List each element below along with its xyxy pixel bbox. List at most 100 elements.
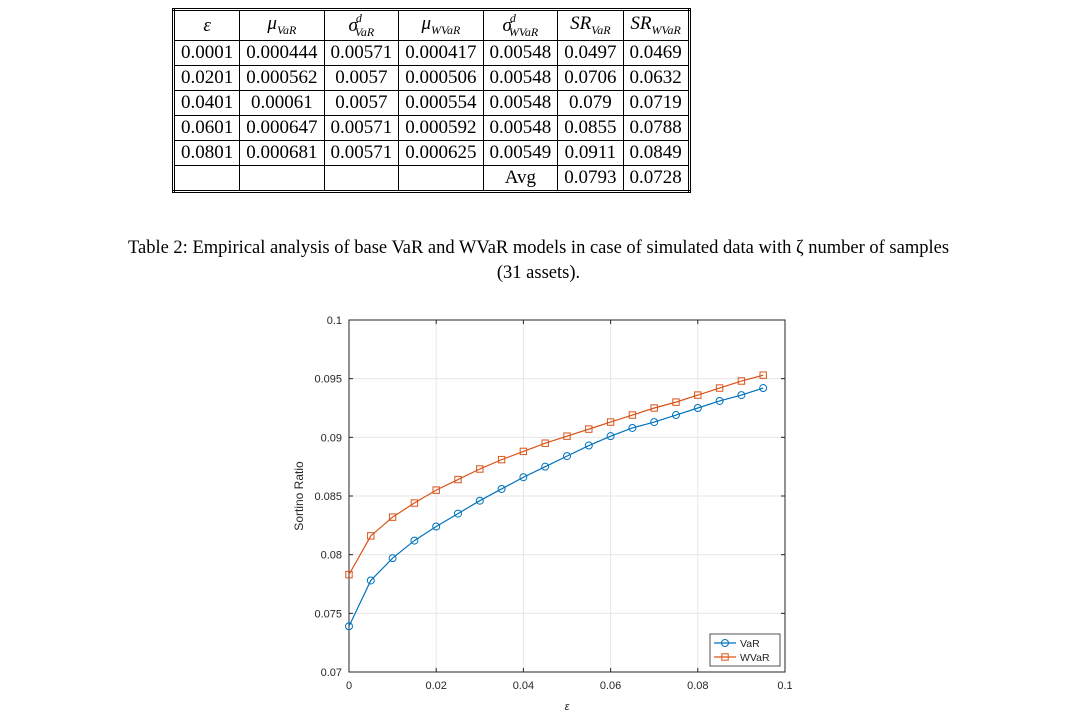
- header-symbol: μ: [267, 13, 277, 34]
- data-point-var: [432, 522, 441, 531]
- table-cell: 0.00548: [482, 65, 559, 91]
- y-tick-label: 0.08: [321, 550, 342, 562]
- data-point-wvar: [672, 398, 680, 406]
- header-symbol: ε: [203, 14, 211, 36]
- data-point-wvar: [563, 432, 571, 440]
- table-cell: 0.0632: [622, 65, 691, 91]
- table-cell: 0.0801: [171, 140, 241, 166]
- data-point-wvar: [476, 465, 484, 473]
- table-cell: 0.0728: [622, 165, 691, 193]
- y-axis-label: Sortino Ratio: [292, 461, 306, 531]
- table-cell: [239, 165, 325, 193]
- caption-line-2: (31 assets).: [496, 263, 581, 283]
- legend-label-var: VaR: [740, 638, 760, 650]
- data-point-wvar: [388, 513, 397, 521]
- data-point-var: [519, 473, 528, 482]
- y-tick-label: 0.095: [314, 374, 342, 386]
- table-cell: 0.000506: [398, 65, 484, 91]
- data-point-var: [693, 404, 702, 412]
- table-row: 0.0601 0.000647 0.00571 0.000592 0.00548 0.08…: [171, 115, 691, 141]
- data-point-var: [606, 432, 615, 441]
- header-subscript: VaR: [354, 25, 375, 39]
- table-row: 0.0801 0.000681 0.00571 0.000625 0.00549 0.09…: [171, 140, 691, 166]
- header-subscript: WVaR: [651, 23, 681, 37]
- x-tick-label: 0.02: [425, 680, 446, 692]
- legend-marker-wvar: [721, 653, 729, 661]
- x-tick-label: 0: [346, 680, 352, 692]
- data-point-wvar: [497, 455, 506, 464]
- data-point-wvar: [345, 570, 353, 579]
- results-table: ε μVaR σdVaR μWVaR σdWVaR SRVaR SRWVaR 0.0001 0…: [171, 8, 691, 193]
- data-point-wvar: [410, 499, 419, 507]
- header-symbol: σ: [502, 15, 512, 36]
- table-cell: 0.0497: [557, 40, 624, 66]
- header-subscript: VaR: [591, 23, 611, 37]
- table-cell: 0.0401: [171, 90, 241, 116]
- header-superscript: d: [355, 11, 362, 25]
- data-point-var: [410, 536, 419, 545]
- y-tick-label: 0.1: [327, 315, 342, 327]
- table-cell: 0.0469: [622, 40, 691, 66]
- table-row: 0.0401 0.00061 0.0057 0.000554 0.00548 0.079 0…: [171, 90, 691, 116]
- table-cell: 0.079: [557, 90, 624, 116]
- data-point-var: [759, 384, 768, 393]
- table-cell: 0.0201: [171, 65, 241, 91]
- data-point-var: [541, 462, 550, 471]
- data-point-wvar: [715, 384, 724, 392]
- table-cell: 0.000417: [398, 40, 484, 66]
- table-header-cell: SRWVaR: [622, 8, 691, 41]
- y-tick-label: 0.07: [321, 667, 342, 679]
- results-table-container: ε μVaR σdVaR μWVaR σdWVaR SRVaR SRWVaR 0.0001 0…: [171, 8, 691, 193]
- table-cell: 0.0849: [622, 140, 691, 166]
- data-point-var: [475, 496, 484, 505]
- table-header-cell: σdVaR: [323, 8, 400, 41]
- data-point-var: [366, 576, 375, 585]
- table-cell: [323, 165, 400, 193]
- table-cell: 0.00571: [323, 140, 400, 166]
- caption-line-1: Table 2: Empirical analysis of base VaR …: [127, 238, 950, 258]
- table-cell: [171, 165, 241, 193]
- data-point-var: [650, 418, 659, 427]
- table-caption: Table 2: Empirical analysis of base VaR …: [0, 236, 1077, 286]
- table-cell: 0.00061: [239, 90, 325, 116]
- data-point-var: [628, 423, 637, 432]
- table-cell: 0.00548: [482, 115, 559, 141]
- data-point-wvar: [541, 439, 549, 447]
- header-subscript: VaR: [276, 23, 297, 37]
- table-cell: 0.00571: [323, 40, 400, 66]
- header-symbol: σ: [348, 15, 358, 36]
- table-cell: 0.0706: [557, 65, 624, 91]
- table-cell: 0.0911: [557, 140, 624, 166]
- y-tick-label: 0.09: [321, 432, 342, 444]
- data-point-wvar: [606, 418, 615, 426]
- table-cell: 0.000625: [398, 140, 484, 166]
- header-symbol: SR: [570, 13, 592, 34]
- data-point-var: [737, 391, 746, 400]
- data-point-wvar: [694, 391, 702, 399]
- data-point-wvar: [454, 475, 462, 484]
- table-header-cell: σdWVaR: [482, 8, 559, 41]
- data-point-wvar: [628, 411, 637, 419]
- table-cell: 0.000562: [239, 65, 325, 91]
- table-cell: 0.00548: [482, 90, 559, 116]
- data-point-wvar: [650, 404, 658, 412]
- data-point-var: [497, 484, 506, 493]
- header-superscript: d: [509, 11, 516, 25]
- table-cell: 0.0057: [323, 65, 400, 91]
- y-tick-label: 0.075: [314, 608, 342, 620]
- table-cell: 0.000592: [398, 115, 484, 141]
- table-cell: 0.0855: [557, 115, 624, 141]
- table-cell: 0.0788: [622, 115, 691, 141]
- table-header-cell: μWVaR: [398, 8, 484, 41]
- legend-marker-var: [721, 639, 729, 647]
- x-axis-label: ε: [565, 701, 570, 713]
- table-row: Avg 0.0793 0.0728: [171, 165, 691, 193]
- legend-label-wvar: WVaR: [740, 652, 770, 664]
- data-point-var: [672, 411, 680, 420]
- header-subscript: WVaR: [508, 25, 539, 39]
- table-cell: 0.0719: [622, 90, 691, 116]
- table-cell: [398, 165, 484, 193]
- header-symbol: μ: [421, 13, 431, 34]
- table-header-cell: ε: [171, 8, 241, 41]
- table-cell: 0.0793: [557, 165, 624, 193]
